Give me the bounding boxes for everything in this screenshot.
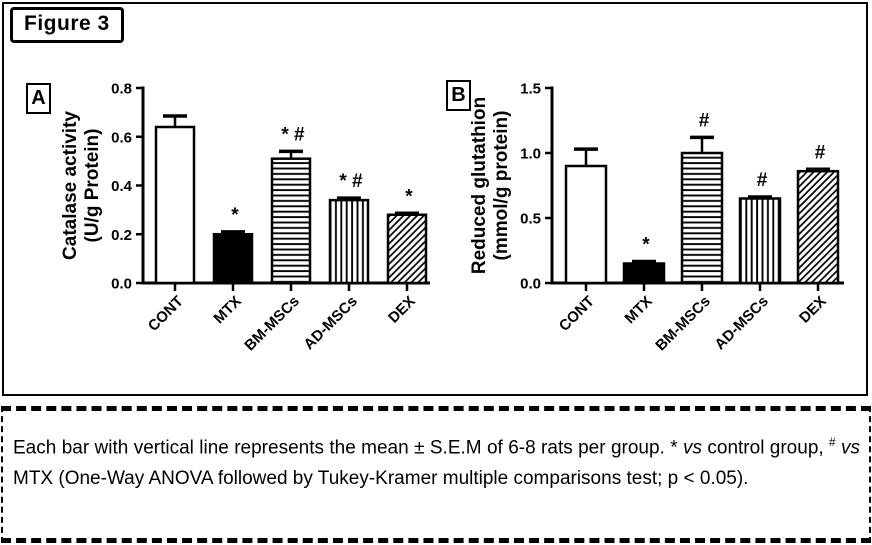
caption-segment: vs <box>683 437 702 459</box>
y-tick-label: 0.0 <box>111 276 132 293</box>
bar-AD-MSCs <box>328 198 370 285</box>
x-category-label: DEX <box>796 293 830 327</box>
x-category-label: AD-MSCs <box>300 293 360 353</box>
bar-charts: 0.0 0.2 0.4 0.6 0.8 CONT * MTX * # BM-MSCs * # AD-M… <box>60 81 844 355</box>
x-category-label: CONT <box>145 293 187 335</box>
chart-panel-B: 0.0 0.5 1.0 1.5 CONT * MTX # BM-MSCs # AD-MSCs # DEX… <box>469 81 844 355</box>
bar-CONT <box>154 125 196 285</box>
bar-DEX <box>796 169 840 285</box>
y-tick-label: 1.5 <box>520 81 541 98</box>
panel-label-b-text: B <box>451 84 466 106</box>
figure-caption: Each bar with vertical line represents t… <box>13 427 860 494</box>
panel-label-a-text: A <box>31 87 46 109</box>
bar-DEX <box>386 213 428 285</box>
y-tick-label: 0.2 <box>111 227 132 244</box>
x-category-label: CONT <box>556 293 598 335</box>
significance-mark: * # <box>339 171 363 192</box>
panel-label-a: A <box>26 83 51 114</box>
y-tick-label: 0.8 <box>111 81 132 98</box>
x-category-label: DEX <box>385 293 419 327</box>
y-tick-label: 0.6 <box>111 129 132 146</box>
y-axis-title: Reduced glutathion(mmol/g protein) <box>469 97 512 274</box>
y-axis-title: Catalase activity(U/g Protein) <box>60 111 103 260</box>
x-category-label: BM-MSCs <box>652 293 714 355</box>
bar-AD-MSCs <box>738 197 782 285</box>
x-category-label: BM-MSCs <box>241 293 303 355</box>
y-tick-label: 0.5 <box>520 211 541 228</box>
caption-segment: MTX (One-Way ANOVA followed by Tukey-Kra… <box>13 468 749 490</box>
chart-panel-A: 0.0 0.2 0.4 0.6 0.8 CONT * MTX * # BM-MSCs * # AD-M… <box>60 81 430 355</box>
caption-segment: Each bar with vertical line represents t… <box>13 437 671 459</box>
significance-mark: * <box>231 205 239 226</box>
bar-MTX <box>212 233 254 285</box>
caption-segment: * <box>670 437 683 459</box>
x-category-label: MTX <box>210 293 244 327</box>
figure-title: Figure 3 <box>24 12 110 35</box>
bar-CONT <box>564 164 608 285</box>
y-tick-label: 1.0 <box>520 146 541 163</box>
caption-segment: # <box>829 436 836 449</box>
significance-mark: # <box>699 110 710 131</box>
y-tick-label: 0.0 <box>520 276 541 293</box>
caption-segment: control group, <box>702 437 830 459</box>
significance-mark: * # <box>281 124 305 145</box>
panel-label-b: B <box>446 80 471 111</box>
bar-MTX <box>622 262 666 285</box>
significance-mark: # <box>815 142 826 163</box>
figure-frame <box>2 2 868 396</box>
significance-mark: * <box>642 235 650 256</box>
significance-mark: * <box>405 186 413 207</box>
x-category-label: MTX <box>621 293 655 327</box>
y-tick-label: 0.4 <box>111 178 133 195</box>
x-category-label: AD-MSCs <box>711 293 771 353</box>
bar-BM-MSCs <box>270 157 312 285</box>
bar-BM-MSCs <box>680 151 724 285</box>
caption-box: Each bar with vertical line represents t… <box>1 406 871 543</box>
significance-mark: # <box>757 170 768 191</box>
figure-title-box: Figure 3 <box>10 7 124 43</box>
caption-segment: vs <box>840 437 860 459</box>
